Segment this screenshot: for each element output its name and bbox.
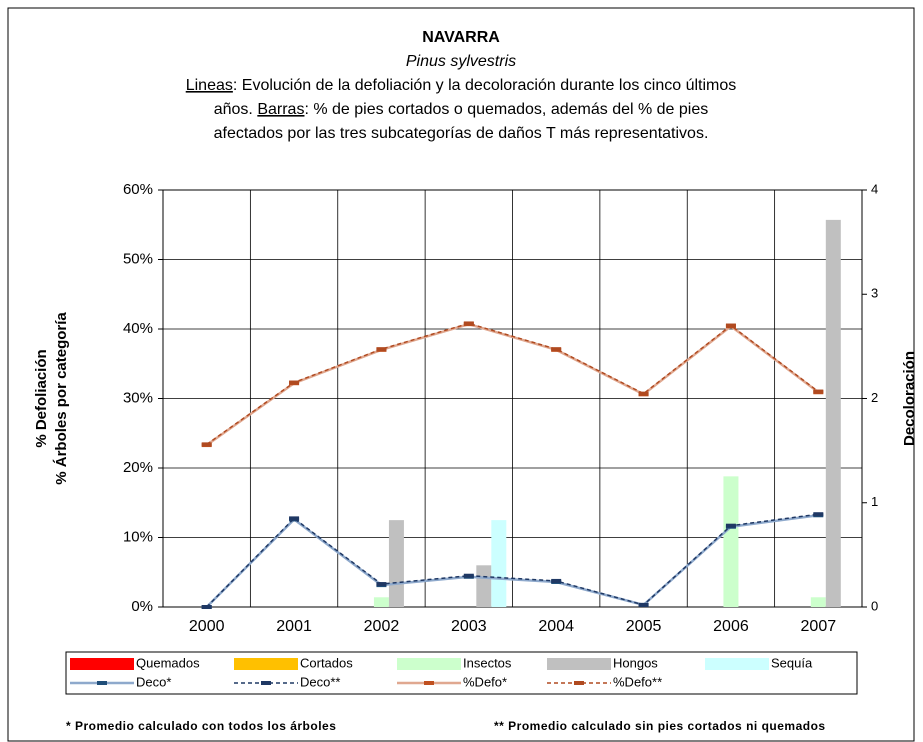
legend-marker [574, 681, 584, 685]
line-marker [376, 347, 387, 352]
legend-label: Hongos [613, 655, 658, 670]
legend-swatch [547, 658, 611, 670]
y2-tick-label: 2 [871, 390, 878, 405]
line-marker [463, 321, 474, 326]
line-marker [813, 512, 824, 517]
legend-marker [97, 681, 107, 685]
y-axis-label: % Defoliación [33, 349, 50, 447]
legend-label: Cortados [300, 655, 353, 670]
y2-tick-label: 4 [871, 181, 878, 196]
legend-label: Quemados [136, 655, 200, 670]
line-marker [638, 391, 649, 396]
y2-tick-label: 0 [871, 598, 878, 613]
line-marker [551, 578, 562, 583]
description-segment: : % de pies cortados o quemados, además … [304, 101, 708, 118]
description-line: afectados por las tres subcategorías de … [214, 125, 709, 142]
line-marker [376, 582, 387, 587]
legend-swatch [234, 658, 298, 670]
legend-label: Deco** [300, 674, 340, 689]
line [206, 322, 819, 445]
description-segment: años. [214, 101, 258, 118]
description-segment: : Evolución de la defoliación y la decol… [233, 77, 736, 94]
chart-subtitle: Pinus sylvestris [406, 53, 516, 70]
x-tick-label: 2000 [189, 618, 225, 635]
x-tick-label: 2002 [364, 618, 400, 635]
y2-tick-label: 3 [871, 286, 878, 301]
line-marker [201, 605, 212, 609]
line-marker [813, 389, 824, 394]
legend-marker [261, 681, 271, 685]
description-line: años. Barras: % de pies cortados o quema… [214, 101, 709, 118]
bar [723, 476, 739, 607]
legend-label: Insectos [463, 655, 512, 670]
x-tick-label: 2003 [451, 618, 487, 635]
line-marker [201, 442, 212, 447]
line-marker [725, 523, 736, 528]
legend-label: %Defo** [613, 674, 662, 689]
legend-label: Sequía [771, 655, 813, 670]
line-marker [289, 380, 300, 385]
y2-tick-label: 1 [871, 494, 878, 509]
y-tick-label: 40% [123, 320, 153, 337]
legend-swatch [70, 658, 134, 670]
legend-label: Deco* [136, 674, 171, 689]
bar [476, 565, 492, 607]
y-axis-label: % Árboles por categoría [53, 312, 70, 485]
y-tick-label: 10% [123, 528, 153, 545]
bar [491, 520, 507, 607]
description-line: Lineas: Evolución de la defoliación y la… [186, 77, 737, 94]
bar [810, 597, 826, 607]
x-tick-label: 2004 [538, 618, 574, 635]
x-tick-label: 2007 [801, 618, 837, 635]
bar [825, 219, 841, 607]
legend-label: %Defo* [463, 674, 507, 689]
line-marker [463, 573, 474, 578]
description-segment: Lineas [186, 77, 233, 94]
x-tick-label: 2006 [713, 618, 749, 635]
description-segment: afectados por las tres subcategorías de … [214, 125, 709, 142]
footnote: * Promedio calculado con todos los árbol… [66, 719, 336, 733]
line-marker [551, 347, 562, 352]
chart-title: NAVARRA [422, 29, 500, 46]
bar [388, 520, 404, 607]
line-marker [289, 516, 300, 521]
line-marker [725, 323, 736, 328]
y-tick-label: 20% [123, 459, 153, 476]
bar [373, 597, 389, 607]
y-tick-label: 30% [123, 389, 153, 406]
description-segment: Barras [257, 101, 304, 118]
line-marker [638, 602, 649, 607]
x-tick-label: 2001 [276, 618, 312, 635]
y-tick-label: 50% [123, 250, 153, 267]
line [206, 513, 819, 608]
y-tick-label: 0% [131, 598, 153, 615]
legend-marker [424, 681, 434, 685]
legend-swatch [705, 658, 769, 670]
y2-axis-label: Decoloración [901, 351, 918, 446]
x-tick-label: 2005 [626, 618, 662, 635]
y-tick-label: 60% [123, 181, 153, 198]
legend-swatch [397, 658, 461, 670]
footnote: ** Promedio calculado sin pies cortados … [494, 719, 826, 733]
